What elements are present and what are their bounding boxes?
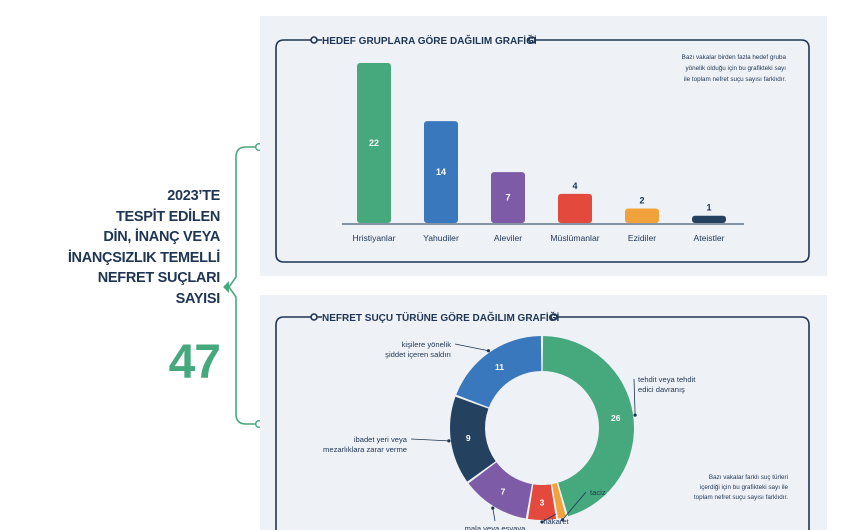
bar-value-label: 4 (572, 181, 577, 191)
headline-line: İNANÇSIZLIK TEMELLİ (67, 249, 220, 266)
slice-leader-line (562, 491, 587, 520)
bar (424, 121, 458, 223)
slice-leader-line (410, 438, 449, 442)
bar-category-label: Yahudiler (423, 233, 459, 243)
bar-category-label: Müslümanlar (550, 233, 599, 243)
headline: 2023’TE TESPİT EDİLEN DİN, İNANÇ VEYA İN… (68, 186, 220, 309)
bar-value-label: 7 (505, 193, 510, 203)
donut-slice (542, 336, 634, 517)
donut-note-line: içerdiği için bu grafikteki sayı ile (700, 484, 789, 491)
crime-types-panel: NEFRET SUÇU TÜRÜNE GÖRE DAĞILIM GRAFİĞİ … (260, 295, 827, 530)
slice-label: ibadet yeri veya (354, 435, 408, 444)
bar-category-label: Ezidiler (628, 233, 656, 243)
bar-note-line: Bazı vakalar birden fazla hedef gruba (682, 54, 787, 61)
slice-leader-line (633, 378, 636, 416)
slice-label: tehdit veya tehdit (638, 375, 696, 384)
donut-slice (456, 336, 542, 408)
slice-label: taciz (590, 488, 606, 497)
bar (357, 63, 391, 223)
bar-value-label: 14 (436, 167, 446, 177)
slice-leader-dot (540, 520, 544, 524)
donut-chart-title: NEFRET SUÇU TÜRÜNE GÖRE DAĞILIM GRAFİĞİ (322, 311, 559, 324)
headline-line: SAYISI (175, 290, 221, 307)
bar-category-label: Aleviler (494, 233, 522, 243)
bar-category-label: Hristiyanlar (353, 233, 396, 243)
headline-line: DİN, İNANÇ VEYA (103, 229, 220, 245)
slice-leader-dot (486, 349, 491, 353)
donut-slice (468, 462, 532, 519)
slice-leader-line (541, 513, 557, 523)
donut-chart-note: Bazı vakalar farklı suç türleri içerdiği … (694, 474, 789, 501)
bar (625, 208, 659, 223)
donut-slice (527, 484, 557, 520)
bar-chart-note: Bazı vakalar birden fazla hedef gruba yön… (682, 54, 787, 83)
bar-chart: HEDEF GRUPLARA GÖRE DAĞILIM GRAFİĞİ Bazı… (275, 34, 810, 263)
bar (491, 172, 525, 223)
bar (558, 193, 592, 223)
bar (692, 215, 726, 223)
donut-chart: NEFRET SUÇU TÜRÜNE GÖRE DAĞILIM GRAFİĞİ … (275, 311, 810, 530)
slice-label: edici davranış (638, 385, 685, 394)
bar-value-label: 22 (369, 138, 379, 148)
slice-leader-dot (447, 439, 451, 443)
slice-leader-dot (491, 506, 495, 510)
target-groups-panel: HEDEF GRUPLARA GÖRE DAĞILIM GRAFİĞİ Bazı… (260, 16, 827, 276)
slice-label: hakaret (543, 517, 569, 526)
bar-value-label: 1 (706, 203, 711, 213)
donut-slice (552, 483, 566, 519)
donut-slice (450, 396, 496, 482)
slice-label: mezarlıklara zarar verme (323, 445, 407, 454)
bar-category-label: Ateistler (693, 233, 724, 243)
bar-note-line: ile toplam nefret suçu sayısı farklıdır. (684, 76, 786, 83)
slice-leader-dot (560, 518, 565, 522)
slice-label: kişilere yönelik (402, 340, 452, 349)
slice-leader-dot (633, 413, 637, 417)
headline-line: TESPİT EDİLEN (115, 208, 220, 225)
slice-value-label: 3 (540, 498, 545, 508)
bar-value-label: 2 (639, 195, 644, 205)
slice-value-label: 9 (466, 433, 471, 443)
slice-value-label: 11 (495, 362, 504, 372)
slice-label: şiddet içeren saldırı (385, 350, 451, 359)
donut-note-line: toplam nefret suçu sayısı farklıdır. (694, 494, 788, 501)
slice-value-label: 26 (611, 413, 621, 423)
headline-line: 2023’TE (167, 188, 220, 204)
slice-value-label: 7 (501, 486, 506, 496)
total-count: 47 (168, 336, 221, 389)
donut-note-line: Bazı vakalar farklı suç türleri (709, 474, 788, 481)
slice-leader-line (454, 343, 489, 352)
slice-leader-line (492, 508, 496, 522)
headline-line: NEFRET SUÇLARI (97, 270, 221, 286)
bar-note-line: yönelik olduğu için bu grafikteki sayı (686, 65, 787, 72)
bar-chart-title: HEDEF GRUPLARA GÖRE DAĞILIM GRAFİĞİ (322, 34, 537, 47)
